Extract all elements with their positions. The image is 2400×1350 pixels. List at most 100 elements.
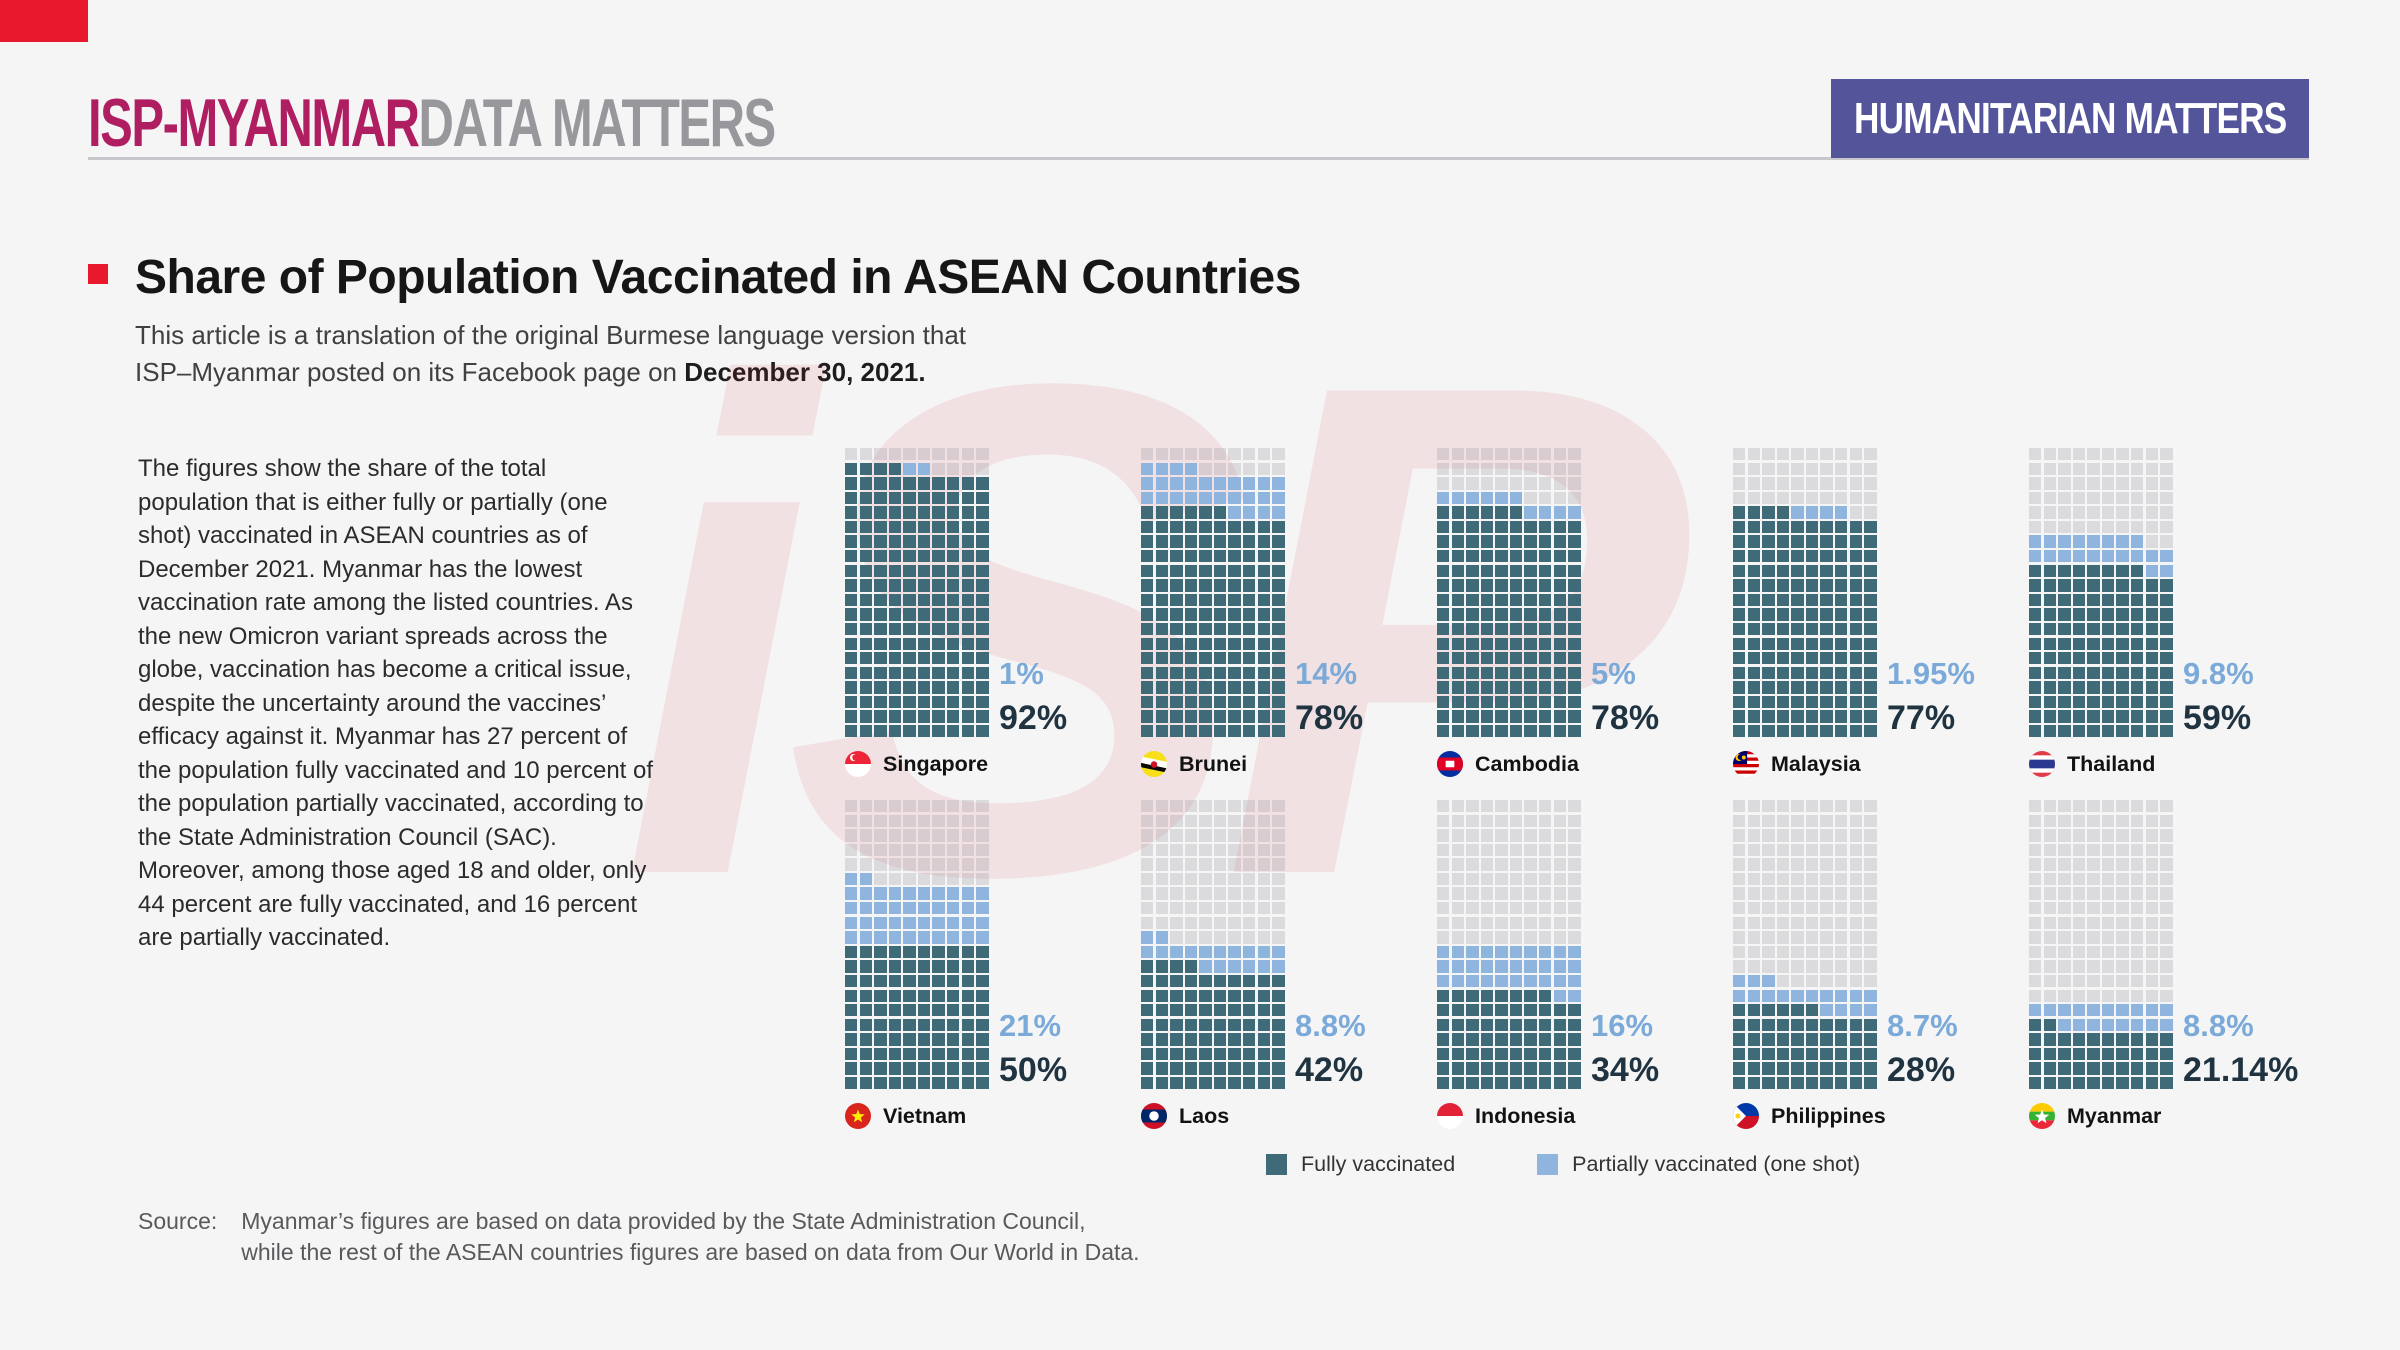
waffle-cell	[1776, 858, 1790, 871]
waffle-cell	[1762, 1047, 1775, 1061]
waffle-cell	[1228, 652, 1241, 665]
waffle-cell	[1820, 1076, 1833, 1090]
waffle-cell	[2072, 652, 2086, 665]
waffle-cell	[1835, 724, 1848, 738]
waffle-cell	[1257, 887, 1271, 900]
waffle-cell	[1199, 622, 1212, 636]
waffle-cell	[932, 960, 945, 973]
waffle-cell	[1849, 800, 1863, 813]
waffle-cell	[1509, 448, 1523, 461]
waffle-cell	[976, 902, 989, 915]
waffle-cell	[1451, 829, 1464, 842]
waffle-cell	[961, 579, 975, 592]
waffle-cell	[1141, 1076, 1154, 1090]
waffle-cell	[2160, 535, 2173, 548]
waffle-cell	[2145, 1018, 2159, 1032]
brand-name-primary: ISP-MYANMAR	[88, 85, 420, 161]
waffle-cell	[1141, 1047, 1154, 1061]
waffle-cell	[2029, 974, 2042, 988]
percent-labels: 8.7% 28%	[1887, 800, 1958, 1092]
waffle-cell	[2101, 637, 2115, 650]
waffle-cell	[2087, 1047, 2100, 1061]
waffle-cell	[1184, 945, 1198, 959]
waffle-cell	[1257, 506, 1271, 519]
waffle-cell	[1199, 593, 1212, 607]
waffle-cell	[1437, 637, 1450, 650]
waffle-cell	[2072, 520, 2086, 534]
waffle-cell	[874, 666, 887, 680]
waffle-cell	[976, 724, 989, 738]
waffle-cell	[932, 710, 945, 723]
waffle-cell	[1437, 520, 1450, 534]
waffle-cell	[903, 520, 916, 534]
waffle-cell	[976, 477, 989, 490]
waffle-cell	[1553, 579, 1567, 592]
waffle-cell	[888, 1062, 902, 1075]
waffle-cell	[859, 916, 872, 930]
waffle-cell	[1141, 491, 1154, 505]
waffle-cell	[1762, 666, 1775, 680]
waffle-cell	[859, 829, 872, 842]
humanitarian-matters-badge: HUMANITARIAN MATTERS	[1831, 79, 2309, 158]
waffle-cell	[1480, 916, 1494, 930]
waffle-cell	[1820, 652, 1833, 665]
waffle-cell	[1776, 448, 1790, 461]
waffle-cell	[1820, 710, 1833, 723]
waffle-cell	[1509, 1004, 1523, 1017]
waffle-cell	[1184, 1076, 1198, 1090]
waffle-cell	[1553, 872, 1567, 886]
waffle-cell	[1791, 931, 1804, 944]
waffle-cell	[845, 579, 858, 592]
waffle-cell	[1524, 814, 1537, 827]
waffle-cell	[1141, 843, 1154, 857]
waffle-cell	[2145, 887, 2159, 900]
waffle-cell	[1184, 695, 1198, 709]
waffle-cell	[2131, 477, 2144, 490]
waffle-cell	[1568, 945, 1581, 959]
waffle-cell	[1272, 829, 1285, 842]
waffle-cell	[1747, 829, 1760, 842]
waffle-cell	[1199, 1004, 1212, 1017]
waffle-cell	[1213, 1062, 1227, 1075]
waffle-cell	[932, 622, 945, 636]
waffle-cell	[1272, 1062, 1285, 1075]
waffle-cell	[1568, 535, 1581, 548]
subtitle-date: December 30, 2021.	[684, 357, 926, 387]
waffle-cell	[1509, 550, 1523, 563]
waffle-cell	[1170, 506, 1183, 519]
waffle-cell	[947, 1062, 960, 1075]
waffle-cell	[1568, 462, 1581, 475]
waffle-cell	[917, 916, 931, 930]
waffle-cell	[1243, 829, 1256, 842]
waffle-cell	[1791, 872, 1804, 886]
waffle-cell	[947, 945, 960, 959]
waffle-cell	[1835, 887, 1848, 900]
waffle-cell	[1733, 491, 1746, 505]
waffle-cell	[1509, 800, 1523, 813]
waffle-cell	[1480, 800, 1494, 813]
waffle-cell	[1272, 724, 1285, 738]
waffle-cell	[1820, 887, 1833, 900]
waffle-cell	[1437, 829, 1450, 842]
waffle-cell	[1568, 666, 1581, 680]
waffle-cell	[1733, 829, 1746, 842]
waffle-cell	[2160, 564, 2173, 578]
waffle-cell	[1257, 637, 1271, 650]
waffle-cell	[1864, 800, 1877, 813]
waffle-cell	[1228, 829, 1241, 842]
waffle-cell	[1184, 814, 1198, 827]
country-label-laos: Laos	[1141, 1103, 1229, 1129]
waffle-cell	[1213, 1018, 1227, 1032]
waffle-cell	[976, 695, 989, 709]
waffle-cell	[2072, 666, 2086, 680]
waffle-cell	[1849, 1076, 1863, 1090]
waffle-cell	[1495, 989, 1508, 1002]
waffle-cell	[2043, 974, 2056, 988]
waffle-cell	[932, 974, 945, 988]
waffle-cell	[2145, 1033, 2159, 1046]
waffle-cell	[1451, 916, 1464, 930]
waffle-cell	[1820, 1047, 1833, 1061]
waffle-cell	[976, 593, 989, 607]
waffle-cell	[1257, 448, 1271, 461]
fully-percent-value: 50%	[999, 1051, 1068, 1089]
